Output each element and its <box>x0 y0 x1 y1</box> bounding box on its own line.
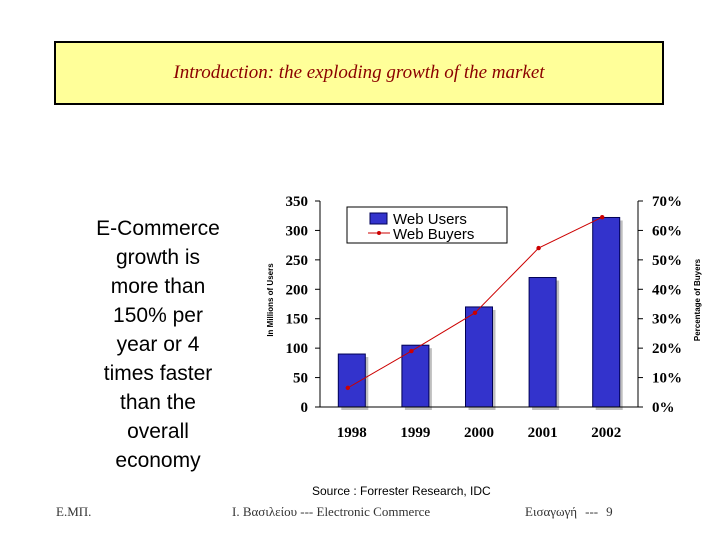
footer-left: Ε.ΜΠ. <box>56 504 92 519</box>
bar-web-users-2000 <box>465 306 493 408</box>
y-tick-label: 150 <box>286 312 309 328</box>
footer-section: Εισαγωγή <box>525 504 578 519</box>
y-tick-label: 100 <box>286 341 309 357</box>
x-tick-label: 1998 <box>337 425 367 441</box>
y-axis-title: In Millions of Users <box>266 263 275 337</box>
footer-right: Εισαγωγή --- 9 <box>525 504 621 520</box>
legend-marker-web-buyers <box>377 231 381 235</box>
slide-title: Introduction: the exploding growth of th… <box>173 62 545 83</box>
bars <box>337 216 623 410</box>
y-tick-label: 300 <box>286 223 309 239</box>
legend-label-web-buyers: Web Buyers <box>393 226 474 243</box>
title-box: Introduction: the exploding growth of th… <box>54 41 664 105</box>
bar-web-users-2002 <box>592 216 621 408</box>
y-tick-label: 50 <box>293 371 308 387</box>
legend-label-web-users: Web Users <box>393 211 467 228</box>
y-tick-label: 0 <box>301 400 309 416</box>
y2-tick-label: 70% <box>652 194 682 210</box>
y2-tick-label: 10% <box>652 371 682 387</box>
y-tick-label: 250 <box>286 253 309 269</box>
bar-web-users-2001 <box>528 277 557 408</box>
point-web-buyers-2001 <box>536 245 541 251</box>
y-tick-label: 200 <box>286 282 309 298</box>
y2-tick-label: 20% <box>652 341 682 357</box>
footer-mid: Ι. Βασιλείου --- Electronic Commerce <box>232 504 431 519</box>
side-text: E-Commerce growth is more than 150% per … <box>96 217 220 472</box>
legend-swatch-web-users <box>369 212 388 225</box>
web-buyers-line <box>345 214 605 391</box>
footer-separator: --- <box>585 504 599 519</box>
point-web-buyers-2000 <box>472 310 478 316</box>
y2-tick-label: 0% <box>652 400 675 416</box>
y-tick-label: 350 <box>286 194 309 210</box>
axes: 0 50 100 150 200 250 300 350 0% 10% 20% 30% 40% 50% 60… <box>266 194 702 441</box>
y2-tick-label: 60% <box>652 223 682 239</box>
point-web-buyers-2002 <box>600 214 605 220</box>
y2-tick-label: 40% <box>652 282 682 298</box>
x-tick-label: 2002 <box>591 425 621 441</box>
page-number: 9 <box>606 504 613 519</box>
y2-tick-label: 50% <box>652 253 682 269</box>
y2-tick-label: 30% <box>652 312 682 328</box>
x-tick-label: 1999 <box>400 425 430 441</box>
source-note: Source : Forrester Research, IDC <box>312 484 491 498</box>
x-tick-label: 2001 <box>528 425 558 441</box>
y2-axis-title: Percentage of Buyers <box>693 258 702 341</box>
x-tick-label: 2000 <box>464 425 494 441</box>
point-web-buyers-1998 <box>345 385 350 391</box>
point-web-buyers-1999 <box>409 348 414 354</box>
